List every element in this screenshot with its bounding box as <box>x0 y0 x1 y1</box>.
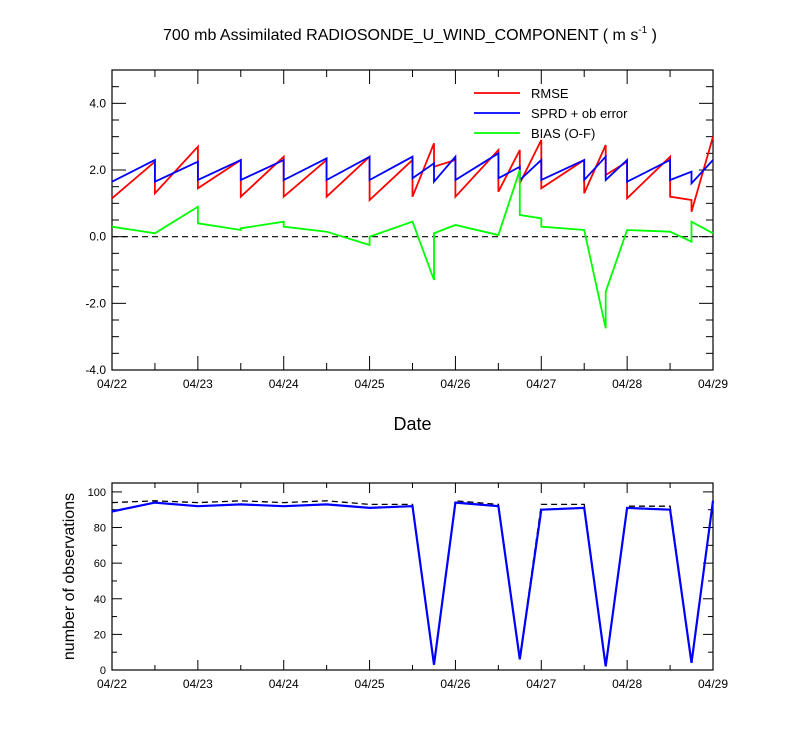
series-obs-used <box>111 500 715 667</box>
x-tick-label: 04/26 <box>440 677 470 691</box>
x-tick-label: 04/22 <box>97 377 127 391</box>
series-sprd-ob-error <box>111 151 714 186</box>
y-tick-label: 0.0 <box>89 230 106 244</box>
y-tick-label: 100 <box>88 487 106 499</box>
y-tick-label: 4.0 <box>89 96 106 110</box>
legend-label: SPRD + ob error <box>531 106 628 121</box>
x-tick-label: 04/25 <box>355 377 385 391</box>
y-tick-label: 2.0 <box>89 163 106 177</box>
x-tick-label: 04/24 <box>269 677 299 691</box>
bottom-plot: 04/22 04/23 04/24 04/25 04/26 04/27 04/28 04/29… <box>61 482 728 691</box>
x-tick-label: 04/25 <box>355 677 385 691</box>
x-tick-label: 04/22 <box>97 677 127 691</box>
y-tick-label: 0 <box>100 665 106 677</box>
y-tick-label: 80 <box>94 523 106 535</box>
legend-label: RMSE <box>531 86 569 101</box>
x-tick-label: 04/24 <box>269 377 299 391</box>
x-tick-label: 04/29 <box>698 677 728 691</box>
series-bias-o-f <box>111 169 714 329</box>
legend: RMSE SPRD + ob error BIAS (O-F) <box>474 86 628 141</box>
series-obs-possible <box>111 500 714 667</box>
top-plot: 04/22 04/23 04/24 04/25 04/26 04/27 04/28 04/29… <box>85 69 728 434</box>
x-tick-label: 04/28 <box>612 677 642 691</box>
y-tick-label: -2.0 <box>85 296 106 310</box>
x-tick-label: 04/26 <box>440 377 470 391</box>
x-tick-label: 04/23 <box>183 677 213 691</box>
x-tick-label: 04/29 <box>698 377 728 391</box>
x-tick-label: 04/28 <box>612 377 642 391</box>
y-tick-label: 20 <box>94 629 106 641</box>
x-axis-label: Date <box>393 414 431 434</box>
y-axis-label: number of observations <box>61 493 78 660</box>
x-tick-label: 04/23 <box>183 377 213 391</box>
chart-title: 700 mb Assimilated RADIOSONDE_U_WIND_COM… <box>163 25 657 44</box>
legend-label: BIAS (O-F) <box>531 126 595 141</box>
x-tick-label: 04/27 <box>526 377 556 391</box>
y-tick-label: 60 <box>94 558 106 570</box>
y-tick-label: -4.0 <box>85 363 106 377</box>
x-tick-label: 04/27 <box>526 677 556 691</box>
y-tick-label: 40 <box>94 594 106 606</box>
